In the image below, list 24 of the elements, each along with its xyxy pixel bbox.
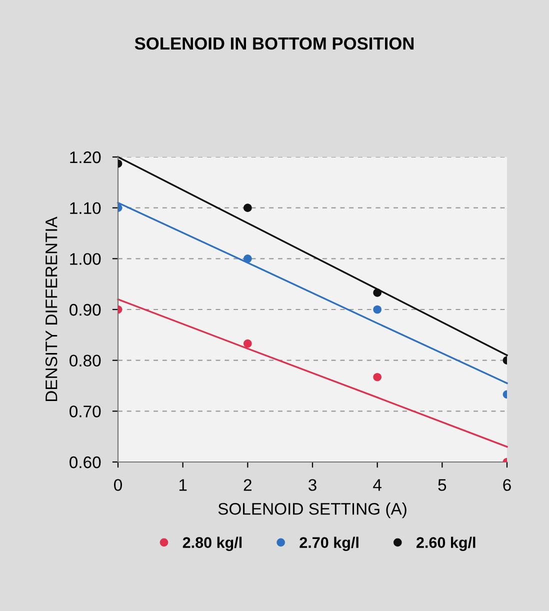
legend-label: 2.70 kg/l: [300, 536, 358, 552]
x-tick-label: 5: [438, 479, 446, 491]
y-axis-title: DENSITY DIFFERENTIA: [45, 216, 58, 402]
x-tick-label: 2: [244, 479, 252, 491]
x-axis-title: SOLENOID SETTING (A): [218, 502, 406, 518]
x-tick-label: 1: [179, 479, 187, 491]
y-tick-label: 0.60: [70, 456, 101, 468]
line-series: [117, 298, 508, 448]
point: [373, 372, 382, 382]
legend-label: 2.60 kg/l: [416, 536, 476, 552]
x-tick-label: 6: [503, 479, 511, 491]
y-tick-label: 0.90: [70, 304, 101, 316]
y-tick-label: 0.70: [70, 406, 101, 418]
x-tick-label: 4: [373, 479, 382, 491]
legend-label: 2.80 kg/l: [182, 536, 242, 552]
point: [244, 339, 252, 348]
y-tick-label: 1.00: [70, 253, 101, 265]
y-tick-label: 1.20: [70, 151, 101, 164]
chart-title: SOLENOID IN BOTTOM POSITION: [134, 37, 414, 50]
y-tick-label: 0.80: [70, 354, 101, 367]
y-tick-label: 1.10: [70, 202, 101, 214]
x-tick-label: 0: [114, 479, 122, 491]
x-tick-label: 3: [308, 479, 316, 491]
line-series: [117, 202, 508, 384]
